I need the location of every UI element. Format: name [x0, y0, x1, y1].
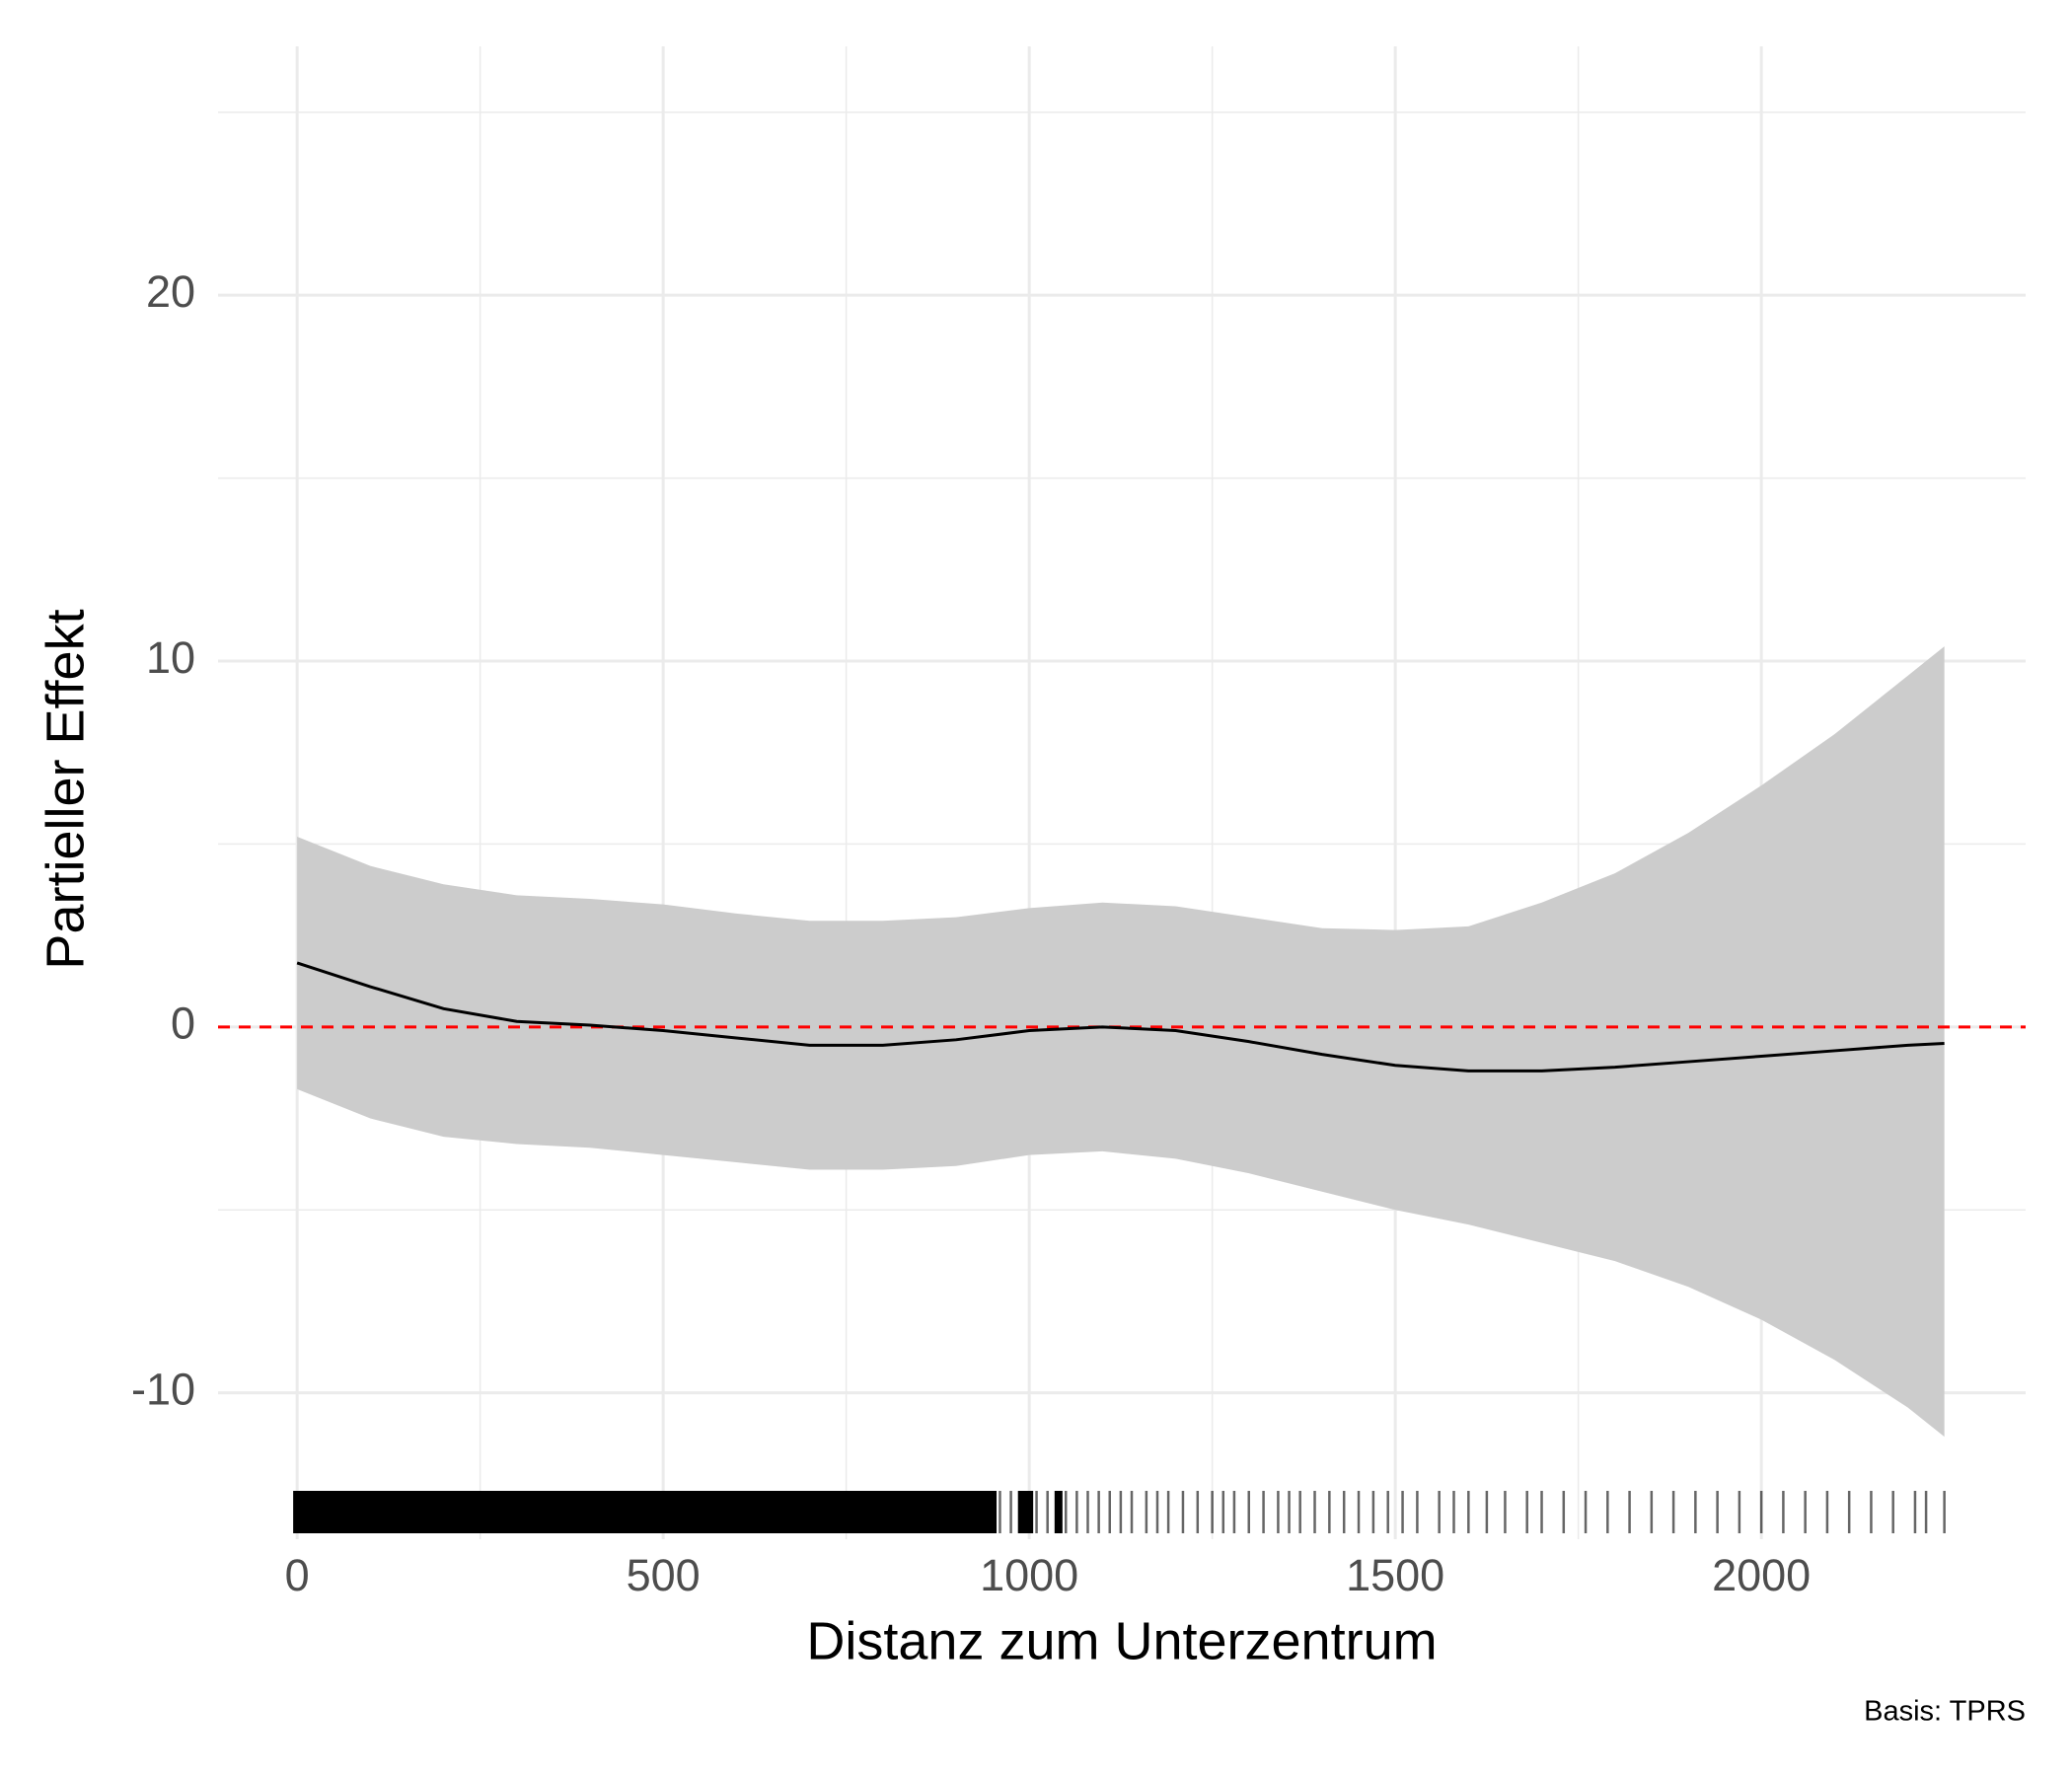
y-tick-label: -10	[131, 1365, 195, 1415]
x-tick-label: 2000	[1712, 1550, 1811, 1600]
labels: 0 500 1000 1500 2000 -10 0 10 20	[131, 266, 1811, 1600]
x-axis-title: Distanz zum Unterzentrum	[806, 1611, 1437, 1670]
x-tick-label: 1000	[980, 1550, 1078, 1600]
y-tick-label: 10	[146, 632, 195, 683]
plot-area	[218, 646, 2026, 1533]
y-tick-label: 0	[171, 999, 195, 1049]
x-tick-label: 500	[627, 1550, 701, 1600]
fit-line	[296, 961, 1945, 1073]
x-tick-label: 0	[285, 1550, 310, 1600]
y-axis-title: Partieller Effekt	[36, 609, 95, 969]
x-tick-label: 1500	[1346, 1550, 1444, 1600]
caption: Basis: TPRS	[1864, 1696, 2026, 1728]
confidence-band	[297, 646, 1945, 1438]
y-tick-label: 20	[146, 266, 195, 317]
